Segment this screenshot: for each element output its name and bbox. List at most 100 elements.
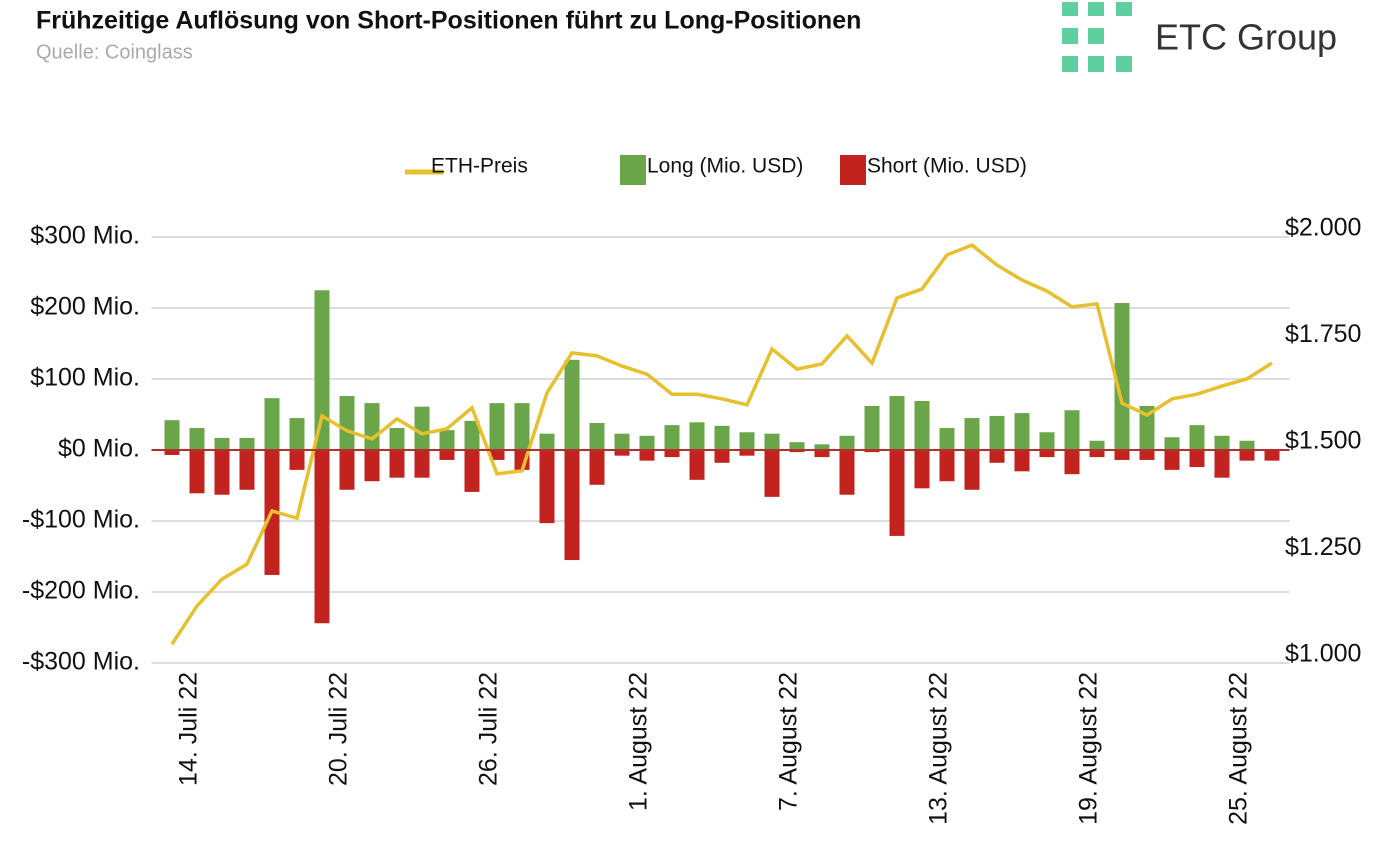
- x-tick-label: 19. August 22: [1075, 672, 1103, 825]
- x-tick-label: 13. August 22: [925, 672, 953, 825]
- bar: [489, 450, 505, 460]
- bar: [464, 420, 480, 450]
- x-tick-label: 25. August 22: [1225, 672, 1253, 825]
- bar: [939, 450, 955, 482]
- bar: [439, 450, 455, 460]
- y-tick-label: -$100 Mio.: [22, 506, 140, 534]
- bar: [864, 450, 880, 453]
- bar: [1039, 450, 1055, 458]
- bar: [214, 437, 230, 450]
- bar: [814, 444, 830, 450]
- bar: [589, 450, 605, 485]
- bar: [889, 396, 905, 450]
- bar: [1239, 440, 1255, 450]
- bar: [1139, 450, 1155, 460]
- bar: [1014, 450, 1030, 472]
- bar: [289, 450, 305, 470]
- bar: [314, 450, 330, 624]
- x-tick-label: 14. Juli 22: [175, 672, 203, 786]
- bar: [689, 450, 705, 480]
- bar: [989, 450, 1005, 463]
- y2-tick-label: $1.500: [1285, 427, 1361, 455]
- bar: [1189, 450, 1205, 468]
- bar: [689, 422, 705, 450]
- bar: [939, 427, 955, 450]
- bar: [339, 396, 355, 450]
- bar: [664, 450, 680, 458]
- bar: [1064, 410, 1080, 450]
- bar: [964, 450, 980, 490]
- bar: [214, 450, 230, 495]
- bar: [839, 450, 855, 495]
- bar: [639, 450, 655, 461]
- bar: [1164, 437, 1180, 450]
- logo-mark: [1062, 2, 1132, 72]
- bar: [164, 450, 180, 455]
- logo-text: ETC Group: [1155, 17, 1337, 58]
- y-tick-label: $300 Mio.: [30, 222, 140, 250]
- bar: [539, 433, 555, 450]
- bar: [864, 405, 880, 450]
- bar: [539, 450, 555, 524]
- bar: [814, 450, 830, 458]
- x-tick-label: 7. August 22: [775, 672, 803, 811]
- bar: [164, 420, 180, 450]
- bar: [389, 427, 405, 450]
- bar: [889, 450, 905, 536]
- bar: [489, 403, 505, 450]
- legend-label: Short (Mio. USD): [867, 155, 1027, 178]
- chart-title: Frühzeitige Auflösung von Short-Position…: [36, 7, 861, 35]
- bar: [1039, 432, 1055, 450]
- bar: [439, 430, 455, 450]
- bar: [839, 435, 855, 450]
- bar: [239, 437, 255, 450]
- y-tick-label: $0 Mio.: [58, 435, 140, 463]
- y-tick-label: $100 Mio.: [30, 364, 140, 392]
- bar: [1239, 450, 1255, 461]
- bar: [914, 401, 930, 450]
- bar: [589, 423, 605, 450]
- legend-swatch: [840, 155, 866, 185]
- y2-tick-label: $1.000: [1285, 640, 1361, 668]
- source: Quelle: Coinglass: [36, 41, 193, 63]
- y-tick-label: -$300 Mio.: [22, 648, 140, 676]
- bar: [189, 450, 205, 494]
- y2-tick-label: $1.750: [1285, 320, 1361, 348]
- bar: [964, 418, 980, 450]
- bar: [389, 450, 405, 478]
- bar: [714, 425, 730, 450]
- bar: [764, 433, 780, 450]
- bar: [764, 450, 780, 497]
- bar: [664, 425, 680, 450]
- x-tick-label: 26. Juli 22: [475, 672, 503, 786]
- bar: [1089, 450, 1105, 458]
- bar: [789, 450, 805, 453]
- bar: [739, 432, 755, 450]
- bar: [289, 418, 305, 450]
- y2-tick-label: $2.000: [1285, 214, 1361, 242]
- bar: [1189, 425, 1205, 450]
- bar: [564, 359, 580, 450]
- bar: [564, 450, 580, 561]
- bar: [414, 406, 430, 450]
- line: [170, 243, 1273, 646]
- bar: [1089, 440, 1105, 450]
- bar: [714, 450, 730, 463]
- y-tick-label: $200 Mio.: [30, 293, 140, 321]
- bar: [239, 450, 255, 490]
- bar: [189, 427, 205, 450]
- x-tick-label: 20. Juli 22: [325, 672, 353, 786]
- legend-swatch: [620, 155, 646, 185]
- bar: [739, 450, 755, 456]
- bar: [1014, 413, 1030, 450]
- x-tick-label: 1. August 22: [625, 672, 653, 811]
- legend-label: ETH-Preis: [431, 155, 528, 178]
- bar: [1214, 450, 1230, 478]
- bar: [464, 450, 480, 492]
- bar: [914, 450, 930, 489]
- bar: [364, 403, 380, 450]
- bar: [639, 435, 655, 450]
- y2-tick-label: $1.250: [1285, 533, 1361, 561]
- bar: [314, 290, 330, 450]
